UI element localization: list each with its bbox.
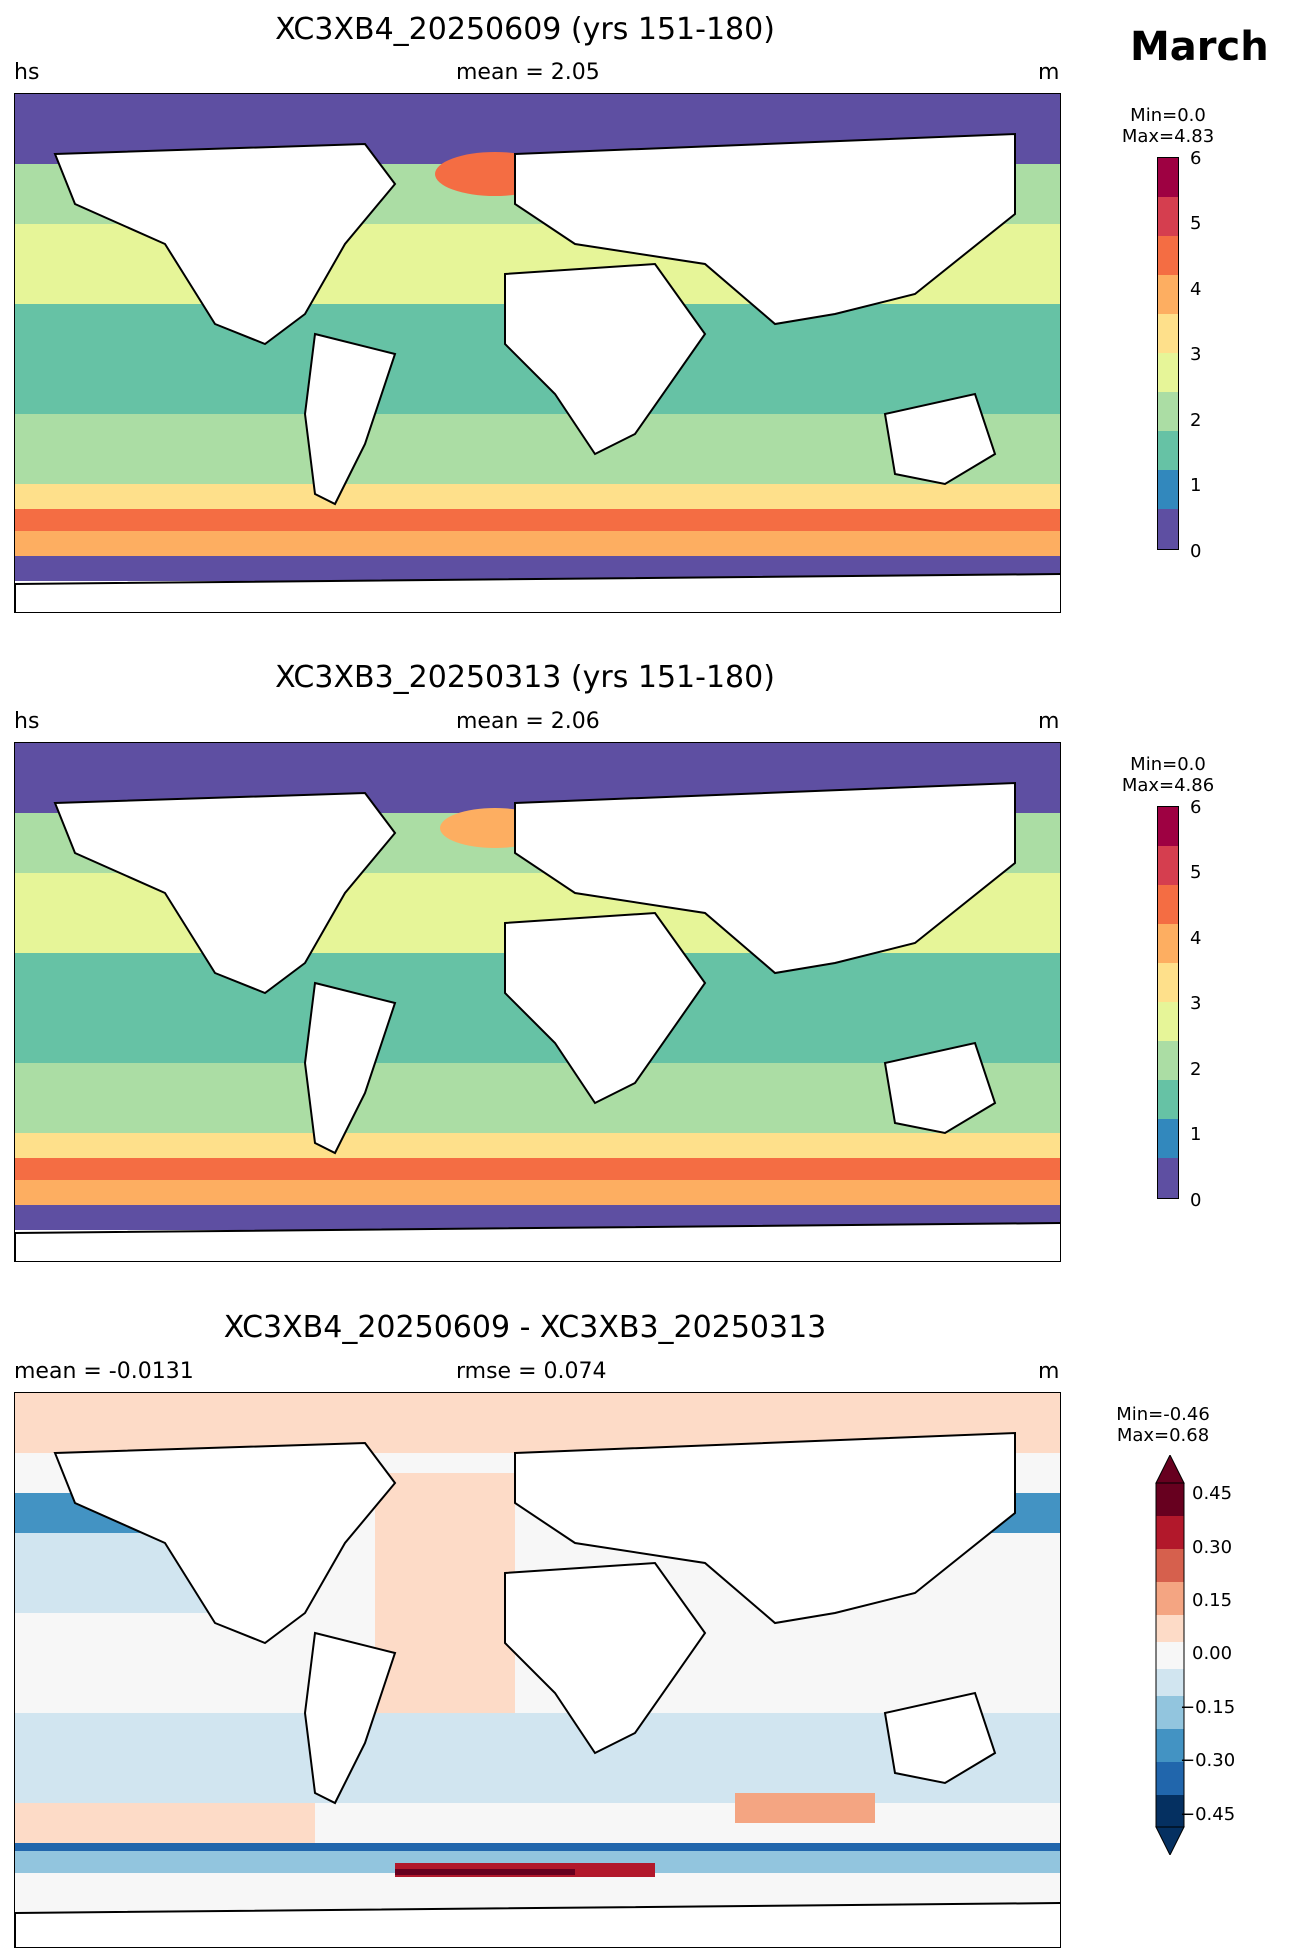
- colorbar: [1157, 157, 1179, 550]
- panel-title: XC3XB4_20250609 - XC3XB3_20250313: [223, 1310, 827, 1345]
- colorbar-tick: −0.30: [1180, 1750, 1236, 1771]
- colorbar-tick: 0.15: [1192, 1590, 1233, 1611]
- mean-label: mean = 2.06: [456, 709, 600, 734]
- units-label: m: [1038, 60, 1060, 85]
- units-label: m: [1038, 709, 1060, 734]
- mean-label: mean = -0.0131: [14, 1359, 194, 1384]
- max-label: Max=4.83: [1121, 126, 1215, 147]
- colorbar-tick: 3: [1190, 344, 1202, 365]
- colorbar-tick: 2: [1190, 1059, 1202, 1080]
- wave-height-map: [14, 93, 1061, 613]
- colorbar-tick: 2: [1190, 410, 1202, 431]
- colorbar-tick: −0.15: [1180, 1697, 1236, 1718]
- colorbar: [1157, 806, 1179, 1199]
- difference-map: [14, 1392, 1061, 1948]
- colorbar-tick: −0.45: [1180, 1804, 1236, 1825]
- diff-colorbar: [1155, 1455, 1185, 1855]
- units-label: m: [1038, 1359, 1060, 1384]
- max-label: Max=4.86: [1121, 775, 1215, 796]
- colorbar-tick: 6: [1190, 148, 1202, 169]
- colorbar-tick: 0.00: [1192, 1643, 1233, 1664]
- colorbar-tick: 4: [1190, 279, 1202, 300]
- variable-label: hs: [14, 709, 40, 734]
- min-label: Min=-0.46: [1116, 1404, 1210, 1425]
- variable-label: hs: [14, 60, 40, 85]
- panel-title: XC3XB3_20250313 (yrs 151-180): [275, 660, 775, 695]
- rmse-label: rmse = 0.074: [456, 1359, 607, 1384]
- colorbar-tick: 3: [1190, 993, 1202, 1014]
- panel-title: XC3XB4_20250609 (yrs 151-180): [275, 12, 775, 47]
- colorbar-tick: 0: [1190, 1190, 1202, 1211]
- wave-height-map: [14, 742, 1061, 1262]
- colorbar-tick: 0: [1190, 541, 1202, 562]
- mean-label: mean = 2.05: [456, 60, 600, 85]
- colorbar-tick: 0.45: [1192, 1483, 1233, 1504]
- min-label: Min=0.0: [1130, 105, 1206, 126]
- colorbar-tick: 0.30: [1192, 1537, 1233, 1558]
- month-label: March: [1130, 24, 1269, 70]
- colorbar-tick: 6: [1190, 797, 1202, 818]
- colorbar-tick: 1: [1190, 475, 1202, 496]
- colorbar-tick: 5: [1190, 213, 1202, 234]
- max-label: Max=0.68: [1116, 1425, 1210, 1446]
- colorbar-tick: 5: [1190, 862, 1202, 883]
- colorbar-tick: 4: [1190, 928, 1202, 949]
- colorbar-tick: 1: [1190, 1124, 1202, 1145]
- min-label: Min=0.0: [1130, 754, 1206, 775]
